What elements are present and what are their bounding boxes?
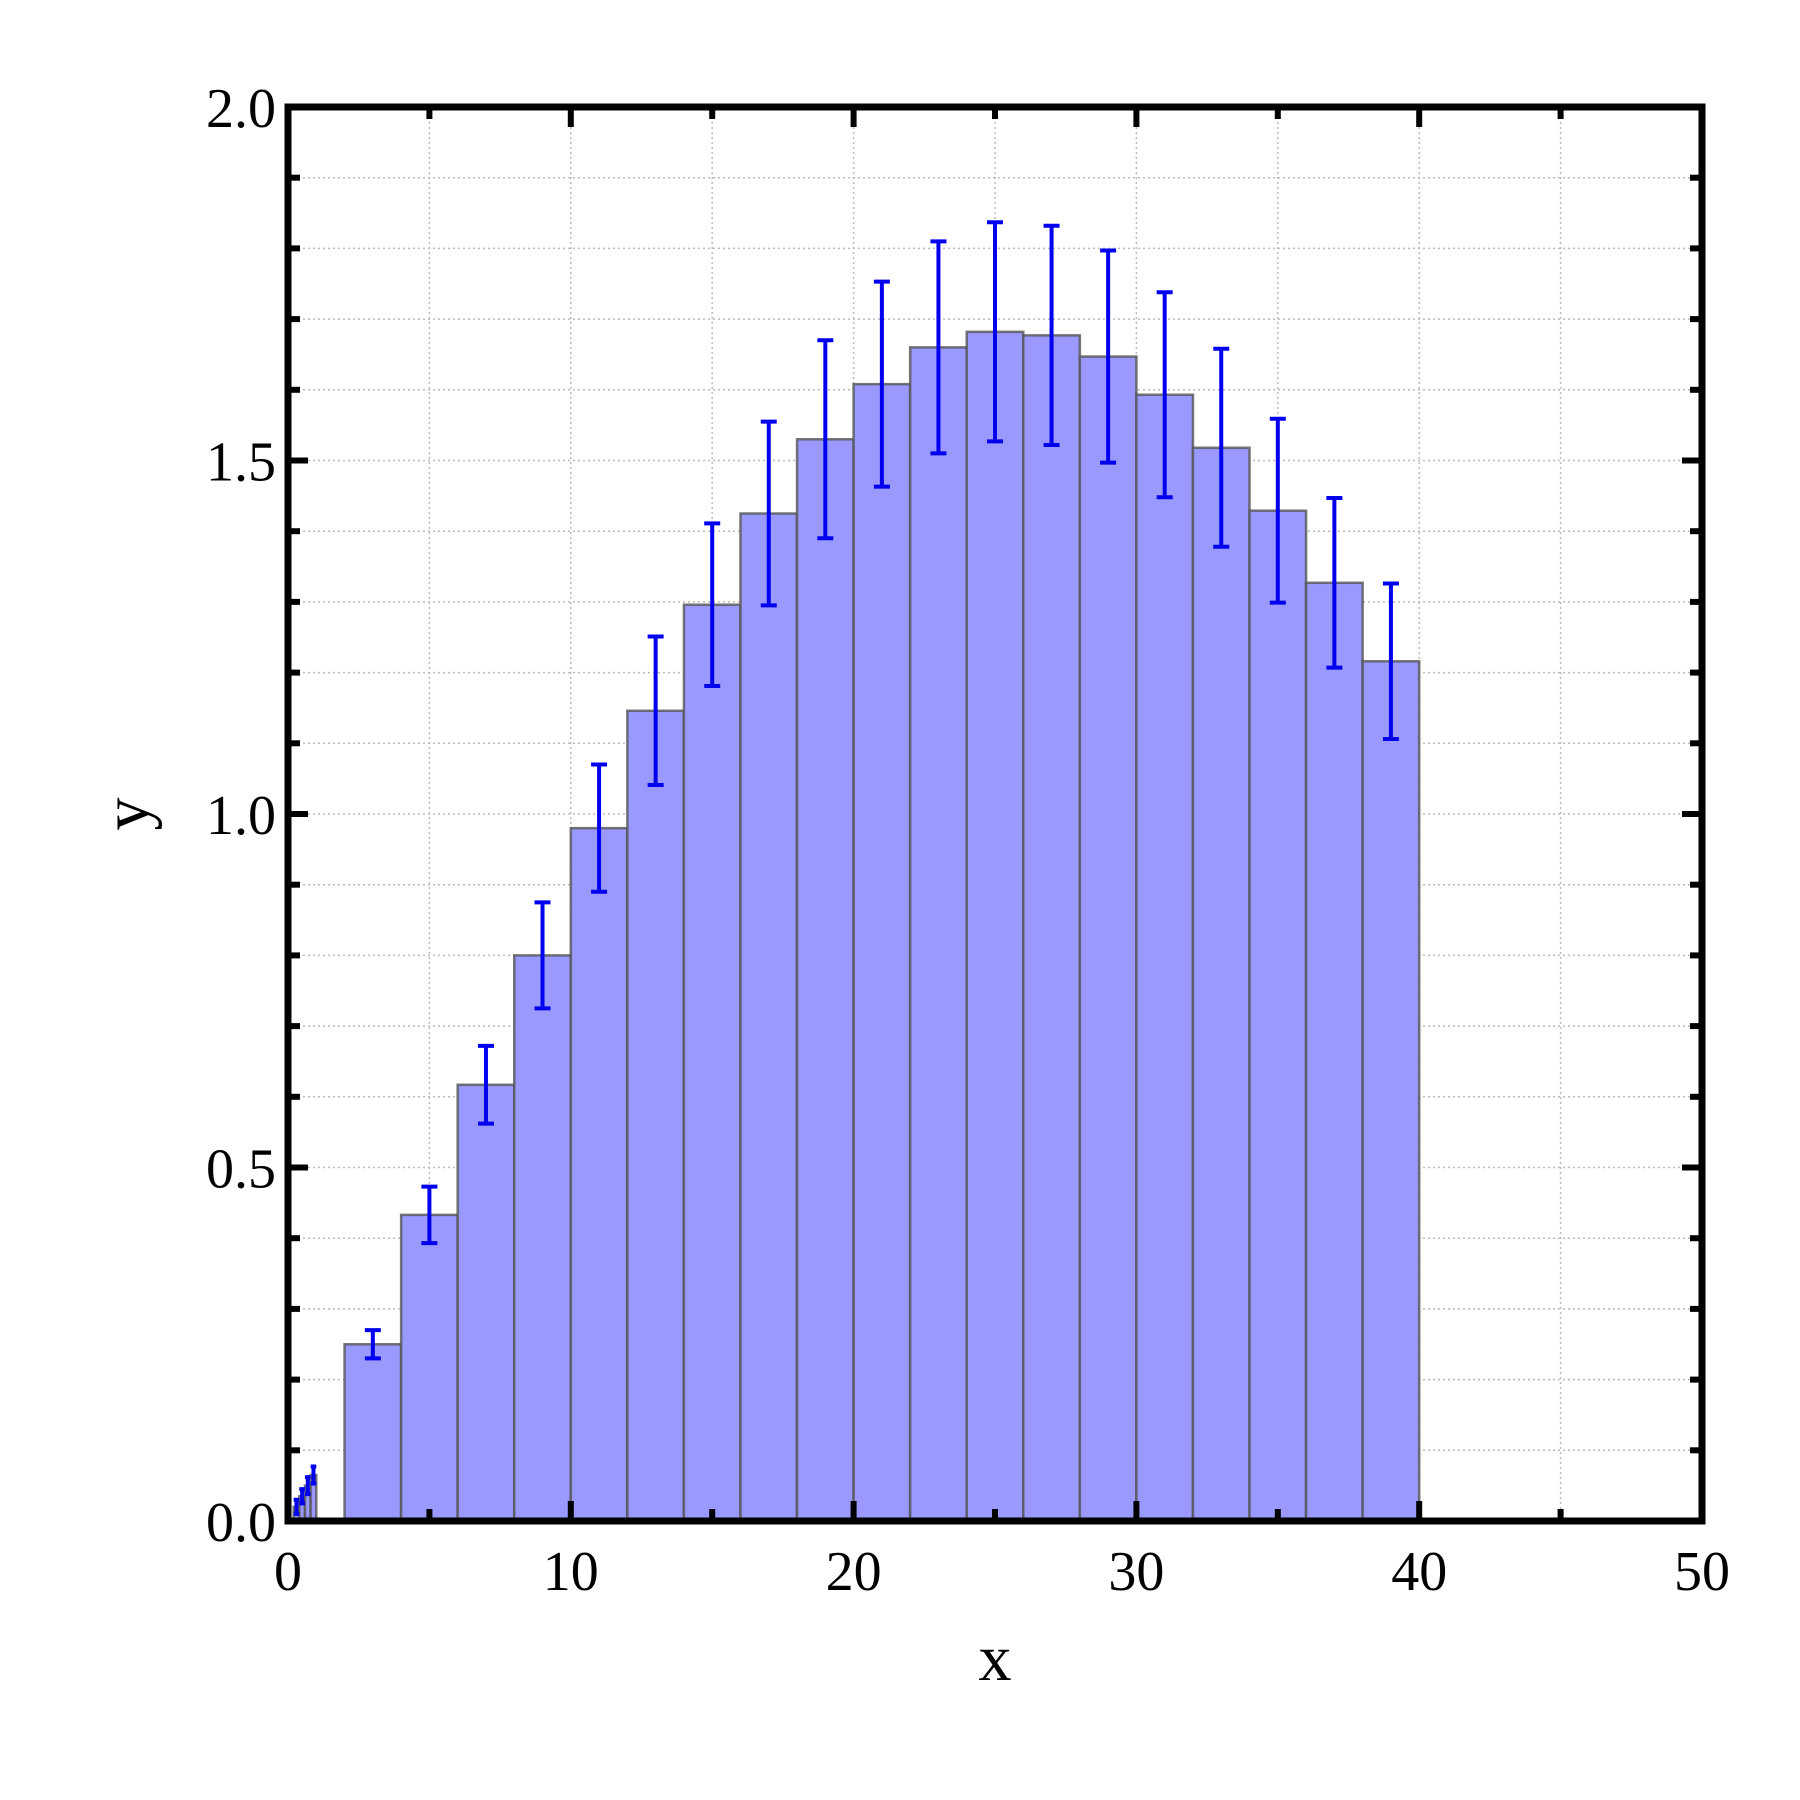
error-bar — [299, 1487, 305, 1506]
error-bar — [304, 1475, 311, 1497]
bar — [1191, 446, 1251, 1523]
error-bar — [364, 1328, 381, 1361]
x-tick-label: 10 — [543, 1541, 599, 1603]
error-bar — [1100, 248, 1117, 465]
x-tick-label: 0 — [274, 1541, 302, 1603]
error-bar — [817, 338, 834, 541]
error-bar — [293, 1497, 300, 1516]
x-tick-label: 50 — [1674, 1541, 1730, 1603]
bar — [1304, 581, 1364, 1523]
error-bar — [1213, 346, 1230, 549]
x-tick-label: 20 — [826, 1541, 882, 1603]
error-bar — [1382, 581, 1399, 742]
bar — [343, 1343, 403, 1523]
bar — [456, 1083, 516, 1523]
error-bar — [421, 1184, 438, 1246]
error-bar — [647, 634, 664, 788]
bar — [399, 1213, 459, 1523]
bar — [1248, 509, 1308, 1523]
x-axis-label: x — [979, 1622, 1012, 1695]
bar — [1135, 393, 1195, 1523]
error-bar — [1043, 223, 1060, 447]
y-tick-label: 0.5 — [206, 1139, 276, 1201]
x-tick-label: 40 — [1391, 1541, 1447, 1603]
y-axis-label: y — [90, 798, 163, 831]
error-bar — [1269, 416, 1286, 605]
bar — [739, 512, 799, 1523]
error-bar — [477, 1043, 494, 1126]
error-bar — [310, 1464, 317, 1486]
y-tick-label: 2.0 — [206, 78, 276, 140]
error-bar — [534, 900, 551, 1011]
bar — [795, 438, 855, 1523]
y-tick-label: 0.0 — [206, 1492, 276, 1554]
bar — [965, 330, 1025, 1523]
x-tick-label: 30 — [1108, 1541, 1164, 1603]
bar — [908, 346, 968, 1523]
error-bar — [873, 279, 890, 489]
bar — [1078, 355, 1138, 1523]
bar — [1022, 334, 1082, 1523]
error-bar — [704, 521, 721, 689]
error-bar — [987, 220, 1003, 444]
y-tick-label: 1.5 — [206, 432, 276, 494]
error-bar — [760, 419, 777, 608]
error-bar — [1156, 290, 1173, 500]
bar — [682, 603, 742, 1523]
bar — [569, 826, 629, 1523]
y-tick-label: 1.0 — [206, 785, 276, 847]
bar — [512, 954, 573, 1523]
error-bar — [591, 762, 608, 894]
bar — [626, 709, 686, 1523]
error-bar — [930, 239, 947, 456]
bar — [852, 382, 912, 1523]
error-bar — [1326, 495, 1343, 670]
bar — [1361, 660, 1421, 1523]
